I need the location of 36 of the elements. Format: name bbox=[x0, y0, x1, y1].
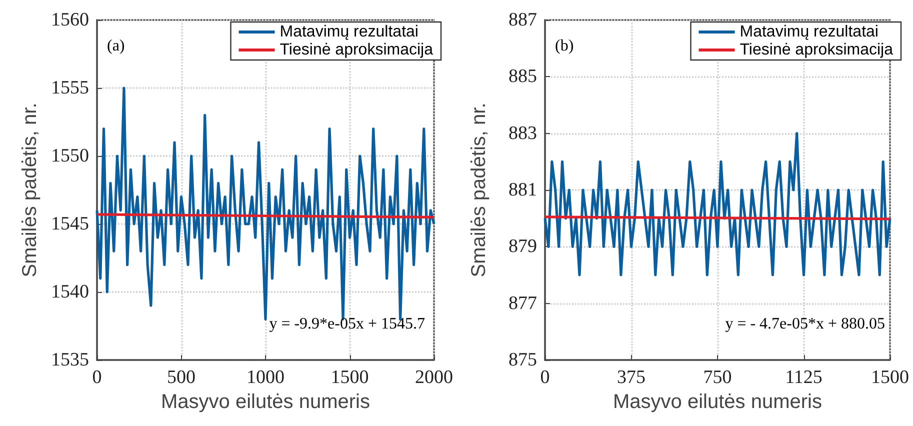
y-tick-label: 877 bbox=[508, 292, 537, 314]
x-tick-label: 1500 bbox=[871, 367, 909, 388]
y-tick-label: 875 bbox=[508, 350, 537, 370]
y-tick-label: 1560 bbox=[51, 10, 89, 30]
x-tick-label: 500 bbox=[167, 367, 196, 388]
annotation: y = -9.9*e-05x + 1545.7 bbox=[269, 316, 426, 332]
annotation: (a) bbox=[107, 38, 125, 54]
x-tick-label: 2000 bbox=[415, 367, 453, 388]
annotation: (b) bbox=[555, 38, 574, 54]
annotation: y = - 4.7e-05*x + 880.05 bbox=[725, 316, 886, 332]
x-axis-title: Masyvo eilutės numeris bbox=[613, 390, 822, 413]
line-series bbox=[544, 132, 892, 276]
legend-label: Tiesinė aproksimacija bbox=[740, 42, 894, 58]
y-tick-label: 883 bbox=[508, 122, 537, 144]
y-tick-label: 879 bbox=[508, 236, 537, 258]
y-tick-label: 1545 bbox=[51, 214, 89, 234]
x-axis-title: Masyvo eilutės numeris bbox=[161, 390, 370, 413]
y-tick-label: 881 bbox=[508, 180, 537, 200]
legend-label: Matavimų rezultatai bbox=[740, 24, 878, 40]
y-tick-label: 885 bbox=[508, 66, 537, 88]
legend-label: Tiesinė aproksimacija bbox=[280, 42, 434, 58]
x-tick-label: 1000 bbox=[246, 367, 284, 388]
x-tick-label: 0 bbox=[92, 367, 102, 388]
y-tick-label: 1535 bbox=[51, 350, 89, 370]
x-tick-label: 1500 bbox=[330, 367, 369, 388]
x-tick-label: 1125 bbox=[785, 367, 822, 388]
legend-label: Matavimų rezultatai bbox=[280, 24, 418, 40]
y-tick-label: 1540 bbox=[51, 282, 89, 302]
x-tick-label: 750 bbox=[703, 367, 732, 388]
y-axis-title: Smailės padėtis, nr. bbox=[468, 102, 490, 278]
y-tick-label: 887 bbox=[508, 10, 537, 30]
y-axis-title: Smailės padėtis, nr. bbox=[19, 102, 42, 278]
x-tick-label: 0 bbox=[540, 367, 550, 388]
y-tick-label: 1550 bbox=[51, 146, 89, 166]
x-tick-label: 375 bbox=[617, 367, 646, 388]
y-tick-label: 1555 bbox=[51, 78, 89, 98]
